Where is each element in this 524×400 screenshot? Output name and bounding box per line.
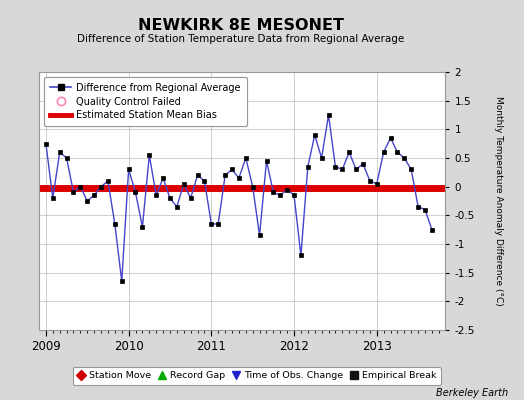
Text: Berkeley Earth: Berkeley Earth <box>436 388 508 398</box>
Legend: Station Move, Record Gap, Time of Obs. Change, Empirical Break: Station Move, Record Gap, Time of Obs. C… <box>73 367 441 385</box>
Text: NEWKIRK 8E MESONET: NEWKIRK 8E MESONET <box>138 18 344 33</box>
Text: Difference of Station Temperature Data from Regional Average: Difference of Station Temperature Data f… <box>78 34 405 44</box>
Legend: Difference from Regional Average, Quality Control Failed, Estimated Station Mean: Difference from Regional Average, Qualit… <box>44 77 247 126</box>
Y-axis label: Monthly Temperature Anomaly Difference (°C): Monthly Temperature Anomaly Difference (… <box>494 96 503 306</box>
